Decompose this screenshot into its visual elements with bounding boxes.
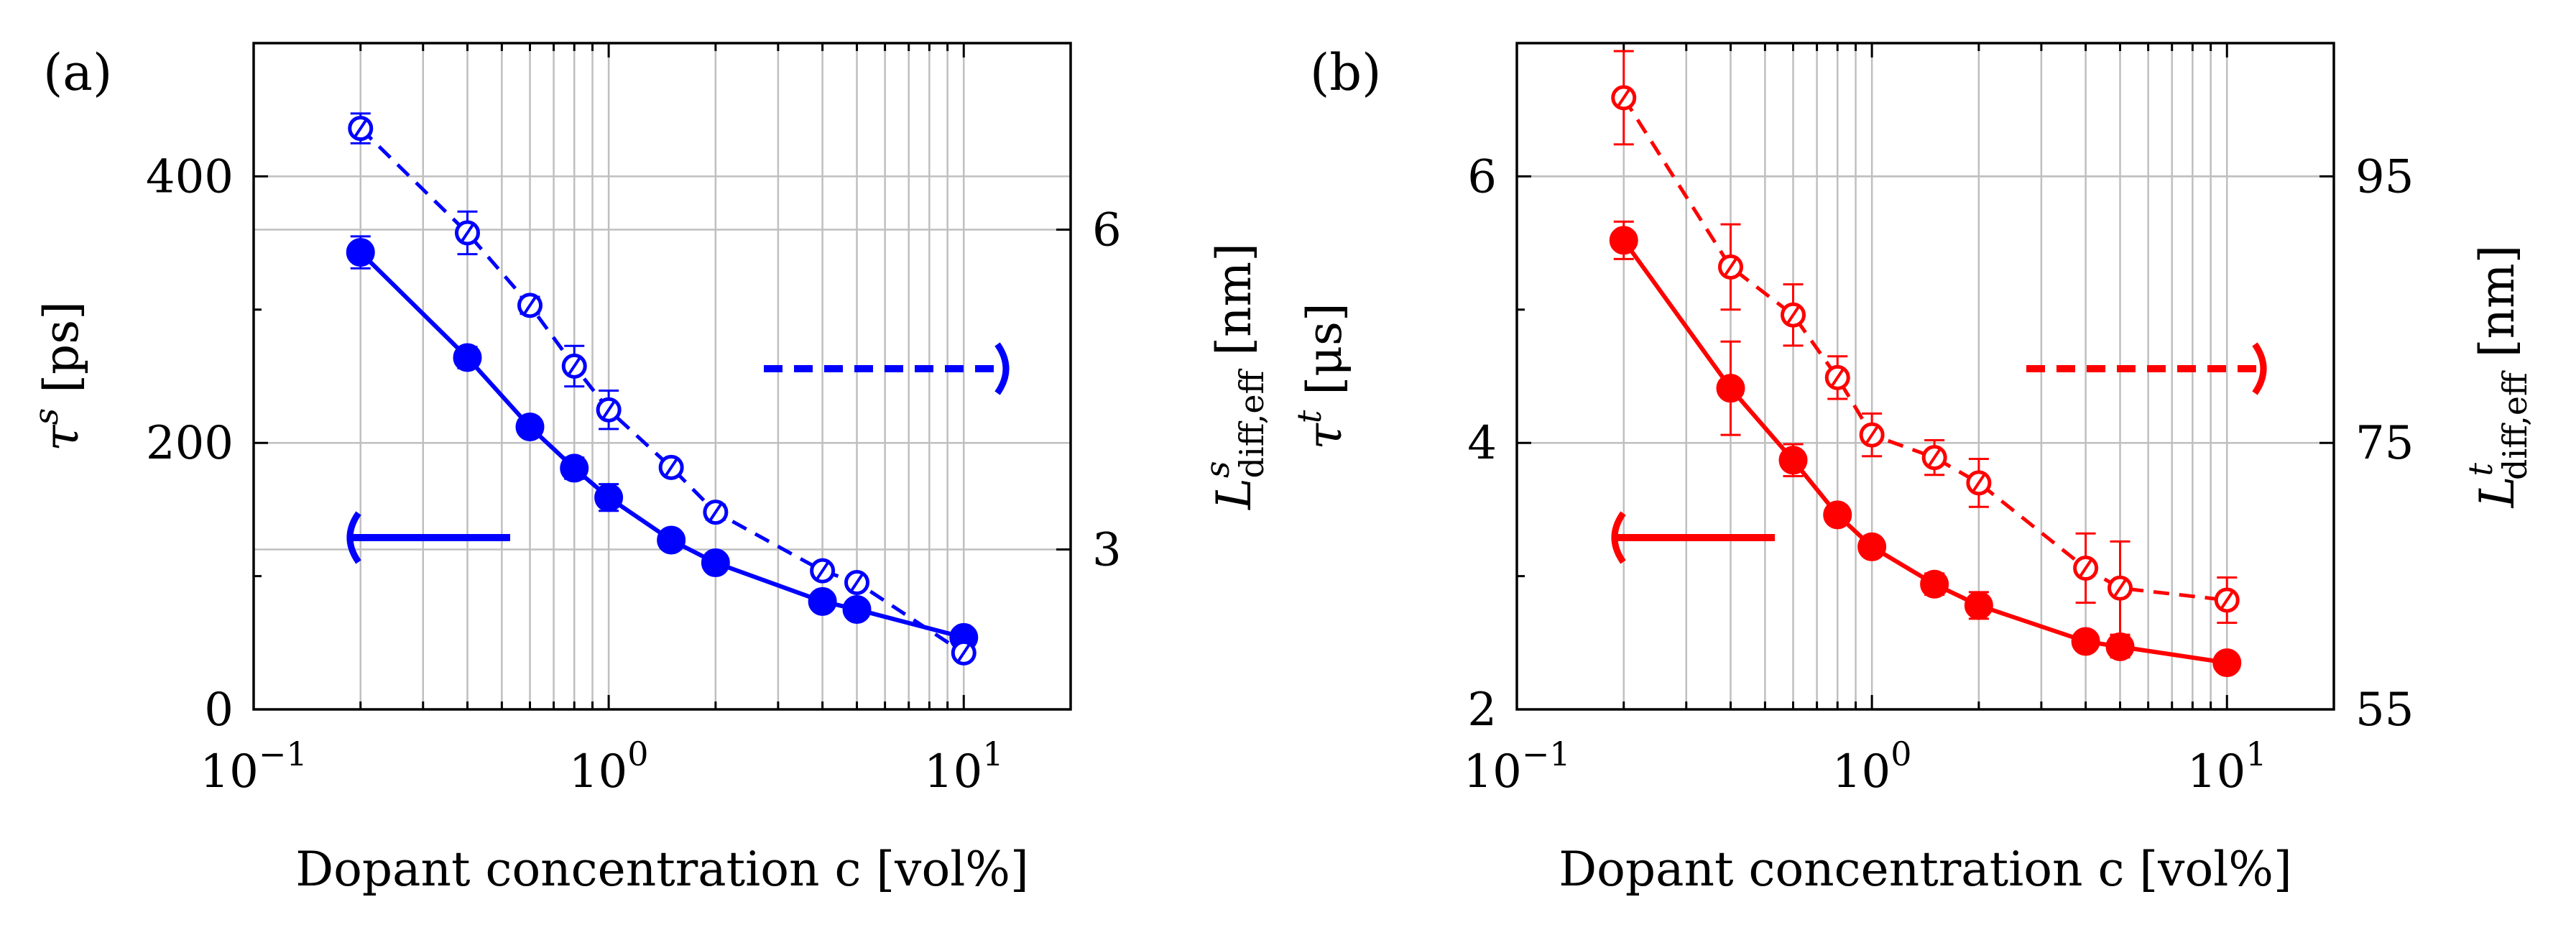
panel-label: (b) xyxy=(1310,43,1381,102)
x-axis-label: Dopant concentration c [vol%] xyxy=(1559,842,2292,897)
x-axis-label: Dopant concentration c [vol%] xyxy=(295,842,1029,897)
x-tick-label: 100 xyxy=(569,735,649,799)
panel-label: (a) xyxy=(43,43,112,102)
ticks xyxy=(1515,43,2335,711)
data-point-slash xyxy=(2220,590,2234,610)
data-point-filled xyxy=(1609,226,1638,255)
y-tick-label-left: 4 xyxy=(1467,417,1497,470)
data-point-slash xyxy=(601,400,616,420)
y-axis-label-left: τt [μs] xyxy=(1290,303,1352,449)
data-point-slash xyxy=(1786,305,1801,325)
series-L_t_diff_eff xyxy=(1611,50,2240,636)
series-tau_s xyxy=(346,235,979,652)
data-point-slash xyxy=(1723,257,1738,277)
data-point-slash xyxy=(567,356,581,376)
data-point-filled xyxy=(2071,627,2100,656)
x-tick-label: 101 xyxy=(924,735,1004,799)
y-tick-label-left: 200 xyxy=(146,417,234,470)
y-tick-label-right: 6 xyxy=(1092,204,1122,257)
right-axis-arrow xyxy=(2026,342,2267,395)
data-point-filled xyxy=(2105,632,2135,661)
data-point-filled xyxy=(594,483,624,512)
data-point-filled xyxy=(657,525,686,555)
data-point-filled xyxy=(1778,446,1808,475)
data-point-slash xyxy=(1830,368,1845,387)
series-L_s_diff_eff xyxy=(348,112,977,666)
data-point-slash xyxy=(2113,579,2128,598)
data-point-slash xyxy=(1617,88,1631,108)
y-tick-label-right: 75 xyxy=(2355,417,2414,470)
data-point-filled xyxy=(842,594,872,624)
data-point-filled xyxy=(453,343,482,372)
y-tick-label-right: 55 xyxy=(2355,684,2414,737)
y-tick-label-left: 2 xyxy=(1467,684,1497,737)
data-point-filled xyxy=(1964,591,1993,620)
data-point-slash xyxy=(460,223,475,243)
grid xyxy=(254,43,1071,709)
series-line-L_t_diff_eff xyxy=(1622,96,2228,602)
plot-frame xyxy=(252,42,1072,711)
chart-panel-b: 10−1 100 101 2 4 6 55 75 95 Dopant concentration … xyxy=(1290,42,2534,897)
data-point-filled xyxy=(515,412,545,441)
series-line-tau_t xyxy=(1622,239,2228,666)
data-point-filled xyxy=(2212,648,2242,678)
y-axis-label-right: Ltdiff,eff [nm] xyxy=(2461,245,2534,509)
right-axis-arrow xyxy=(764,342,1010,395)
data-point-slash xyxy=(708,502,723,522)
data-point-slash xyxy=(849,573,864,592)
data-point-filled xyxy=(1823,500,1852,530)
chart-panel-a: 10−1 100 101 0 200 400 3 6 Dopant concentration … xyxy=(27,42,1271,897)
data-point-slash xyxy=(522,295,537,315)
data-point-slash xyxy=(354,119,368,138)
data-point-filled xyxy=(1857,532,1887,561)
left-axis-arrow-head xyxy=(346,511,361,564)
series-line-tau_s xyxy=(359,250,965,640)
y-tick-label-left: 6 xyxy=(1467,150,1497,203)
left-axis-arrow-head xyxy=(1611,511,1626,564)
x-tick-label: 101 xyxy=(2187,735,2267,799)
y-tick-label-left: 400 xyxy=(146,150,234,203)
series-tau_t xyxy=(1609,220,2242,678)
x-tick-label: 10−1 xyxy=(1463,735,1570,799)
data-point-slash xyxy=(1865,425,1879,445)
y-axis-label-left: τs [ps] xyxy=(27,301,89,451)
grid xyxy=(1517,43,2334,709)
y-axis-label-right: Lsdiff,eff [nm] xyxy=(1198,243,1271,510)
left-axis-arrow xyxy=(1611,511,1775,564)
y-tick-label-left: 0 xyxy=(204,684,234,737)
data-point-filled xyxy=(1920,569,1949,599)
data-point-slash xyxy=(956,643,971,663)
data-point-filled xyxy=(701,548,730,578)
y-tick-label-right: 95 xyxy=(2355,150,2414,203)
series-line-L_s_diff_eff xyxy=(359,126,965,655)
x-tick-label: 100 xyxy=(1832,735,1912,799)
y-tick-label-right: 3 xyxy=(1092,524,1122,577)
x-tick-label: 10−1 xyxy=(200,735,307,799)
data-point-slash xyxy=(1972,473,1986,492)
left-axis-arrow xyxy=(346,511,510,564)
right-axis-arrow-head xyxy=(994,342,1010,395)
data-point-slash xyxy=(2078,558,2093,578)
data-point-slash xyxy=(664,458,678,477)
data-point-slash xyxy=(815,561,830,581)
data-point-filled xyxy=(1716,374,1745,403)
data-point-slash xyxy=(1927,448,1942,467)
plot-frame xyxy=(1515,42,2335,711)
right-axis-arrow-head xyxy=(2252,342,2267,395)
data-point-filled xyxy=(560,454,589,483)
data-point-filled xyxy=(346,238,375,267)
data-point-filled xyxy=(808,586,837,616)
